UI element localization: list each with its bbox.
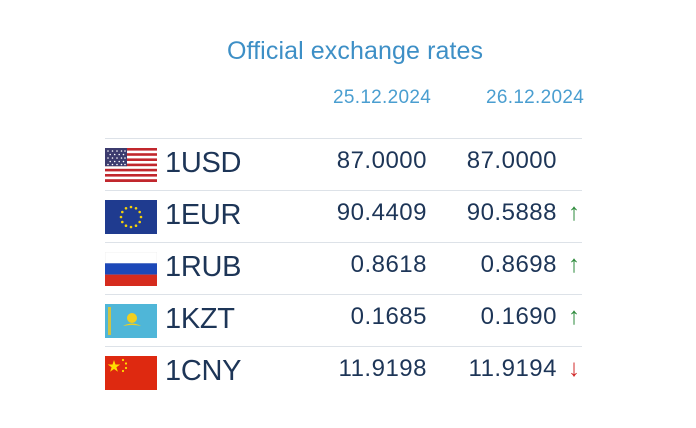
- arrow-down-icon: ↓: [568, 355, 580, 382]
- rate-row-rub: 1RUB 0.8618 0.8698 ↑: [105, 242, 582, 295]
- currency-code: 1KZT: [165, 303, 235, 335]
- kz-flag-icon: [105, 304, 157, 338]
- rate-row-kzt: 1KZT 0.1685 0.1690 ↑: [105, 294, 582, 347]
- rate-current: 11.9194: [468, 355, 557, 382]
- rate-previous: 11.9198: [338, 355, 427, 382]
- rate-current: 0.8698: [480, 251, 557, 278]
- rate-current: 0.1690: [480, 303, 557, 330]
- trend-none-icon: [567, 147, 581, 177]
- ru-flag-icon: [105, 252, 157, 286]
- currency-code: 1CNY: [165, 355, 242, 387]
- arrow-up-icon: ↑: [568, 251, 580, 278]
- currency-code: 1USD: [165, 147, 242, 179]
- arrow-up-icon: ↑: [568, 303, 580, 330]
- eu-flag-icon: [105, 200, 157, 234]
- rate-previous: 0.8618: [350, 251, 427, 278]
- date-previous: 25.12.2024: [333, 87, 432, 108]
- arrow-up-icon: ↑: [568, 199, 580, 226]
- rate-current: 87.0000: [466, 147, 557, 174]
- rate-current: 90.5888: [466, 199, 557, 226]
- currency-code: 1RUB: [165, 251, 242, 283]
- date-current: 26.12.2024: [486, 87, 585, 108]
- cn-flag-icon: [105, 356, 157, 390]
- currency-code: 1EUR: [165, 199, 242, 231]
- rate-previous: 90.4409: [336, 199, 427, 226]
- rate-row-usd: 1USD 87.0000 87.0000: [105, 138, 582, 191]
- rate-row-cny: 1CNY 11.9198 11.9194 ↓: [105, 346, 582, 399]
- rate-row-eur: 1EUR 90.4409 90.5888 ↑: [105, 190, 582, 243]
- widget-title: Official exchange rates: [227, 37, 484, 65]
- us-flag-icon: [105, 148, 157, 182]
- rate-previous: 87.0000: [336, 147, 427, 174]
- rate-previous: 0.1685: [350, 303, 427, 330]
